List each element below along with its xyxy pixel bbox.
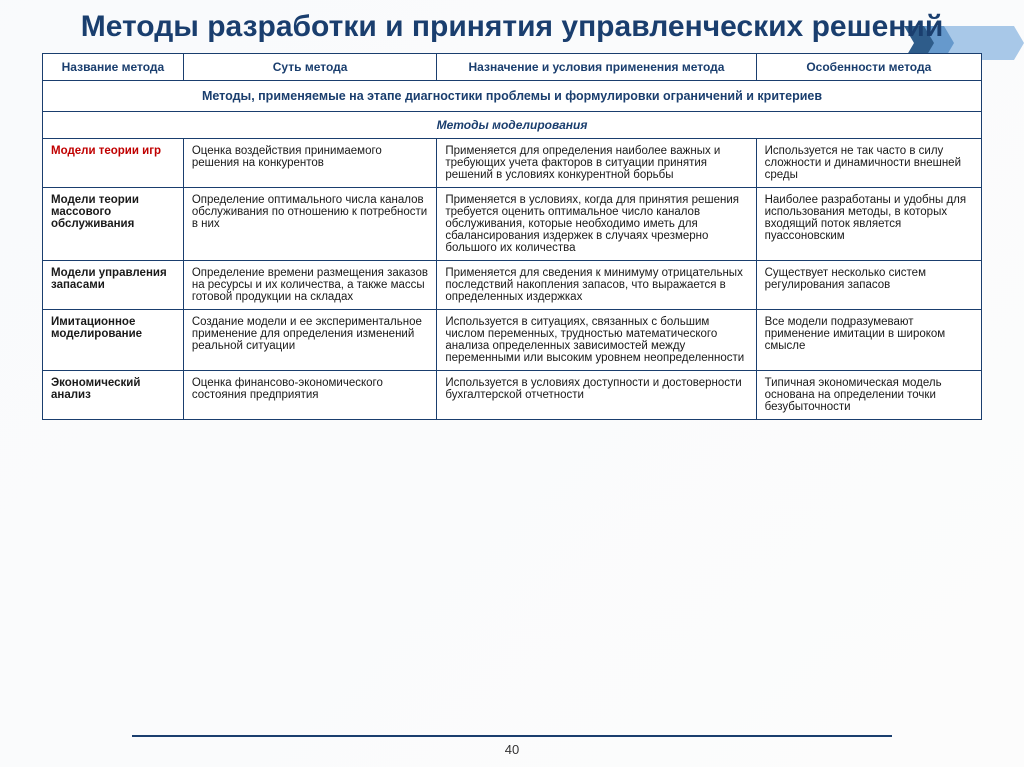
method-name: Модели теории игр (51, 145, 161, 157)
col-header-features: Особенности метода (756, 53, 981, 80)
method-features: Существует несколько систем регулировани… (756, 260, 981, 309)
method-essence: Определение оптимального числа каналов о… (183, 187, 437, 260)
slide: Методы разработки и принятия управленчес… (0, 0, 1024, 767)
method-features: Используется не так часто в силу сложнос… (756, 138, 981, 187)
table-container: Название метода Суть метода Назначение и… (0, 53, 1024, 420)
table-row: Имитационное моделирование Создание моде… (43, 309, 982, 370)
method-purpose: Используется в ситуациях, связанных с бо… (437, 309, 756, 370)
method-essence: Создание модели и ее экспериментальное п… (183, 309, 437, 370)
col-header-name: Название метода (43, 53, 184, 80)
section-header: Методы, применяемые на этапе диагностики… (43, 80, 982, 111)
page-number: 40 (0, 742, 1024, 757)
method-purpose: Применяется в условиях, когда для принят… (437, 187, 756, 260)
subsection-header: Методы моделирования (43, 111, 982, 138)
col-header-purpose: Назначение и условия применения метода (437, 53, 756, 80)
section-header-row: Методы, применяемые на этапе диагностики… (43, 80, 982, 111)
method-purpose: Применяется для определения наиболее важ… (437, 138, 756, 187)
methods-table: Название метода Суть метода Назначение и… (42, 53, 982, 420)
table-row: Экономический анализ Оценка финансово-эк… (43, 370, 982, 419)
col-header-essence: Суть метода (183, 53, 437, 80)
method-features: Типичная экономическая модель основана н… (756, 370, 981, 419)
method-purpose: Используется в условиях доступности и до… (437, 370, 756, 419)
table-row: Модели управления запасами Определение в… (43, 260, 982, 309)
method-essence: Определение времени размещения заказов н… (183, 260, 437, 309)
method-features: Все модели подразумевают применение имит… (756, 309, 981, 370)
method-name: Модели управления запасами (51, 267, 167, 291)
slide-title: Методы разработки и принятия управленчес… (0, 0, 1024, 53)
table-row: Модели теории игр Оценка воздействия при… (43, 138, 982, 187)
method-essence: Оценка воздействия принимаемого решения … (183, 138, 437, 187)
method-name: Модели теории массового обслуживания (51, 194, 139, 230)
method-features: Наиболее разработаны и удобны для исполь… (756, 187, 981, 260)
subsection-header-row: Методы моделирования (43, 111, 982, 138)
footer-line (132, 735, 892, 737)
method-purpose: Применяется для сведения к минимуму отри… (437, 260, 756, 309)
table-row: Модели теории массового обслуживания Опр… (43, 187, 982, 260)
method-name: Экономический анализ (51, 377, 140, 401)
method-essence: Оценка финансово-экономического состояни… (183, 370, 437, 419)
method-name: Имитационное моделирование (51, 316, 142, 340)
table-header-row: Название метода Суть метода Назначение и… (43, 53, 982, 80)
